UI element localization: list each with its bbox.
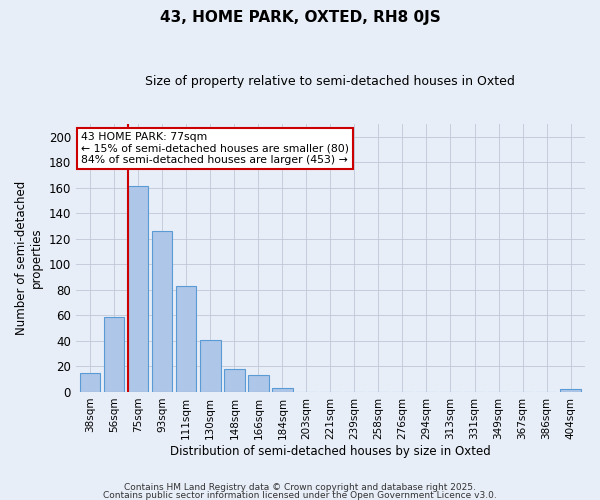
Bar bbox=[128, 186, 148, 392]
Bar bbox=[104, 316, 124, 392]
Bar bbox=[224, 369, 245, 392]
Text: 43 HOME PARK: 77sqm
← 15% of semi-detached houses are smaller (80)
84% of semi-d: 43 HOME PARK: 77sqm ← 15% of semi-detach… bbox=[81, 132, 349, 165]
Bar bbox=[152, 231, 172, 392]
Bar bbox=[248, 376, 269, 392]
Text: Contains public sector information licensed under the Open Government Licence v3: Contains public sector information licen… bbox=[103, 490, 497, 500]
Bar bbox=[272, 388, 293, 392]
X-axis label: Distribution of semi-detached houses by size in Oxted: Distribution of semi-detached houses by … bbox=[170, 444, 491, 458]
Bar bbox=[80, 373, 100, 392]
Title: Size of property relative to semi-detached houses in Oxted: Size of property relative to semi-detach… bbox=[145, 75, 515, 88]
Bar bbox=[176, 286, 196, 392]
Text: 43, HOME PARK, OXTED, RH8 0JS: 43, HOME PARK, OXTED, RH8 0JS bbox=[160, 10, 440, 25]
Bar bbox=[200, 340, 221, 392]
Y-axis label: Number of semi-detached
properties: Number of semi-detached properties bbox=[15, 181, 43, 335]
Bar bbox=[560, 390, 581, 392]
Text: Contains HM Land Registry data © Crown copyright and database right 2025.: Contains HM Land Registry data © Crown c… bbox=[124, 484, 476, 492]
